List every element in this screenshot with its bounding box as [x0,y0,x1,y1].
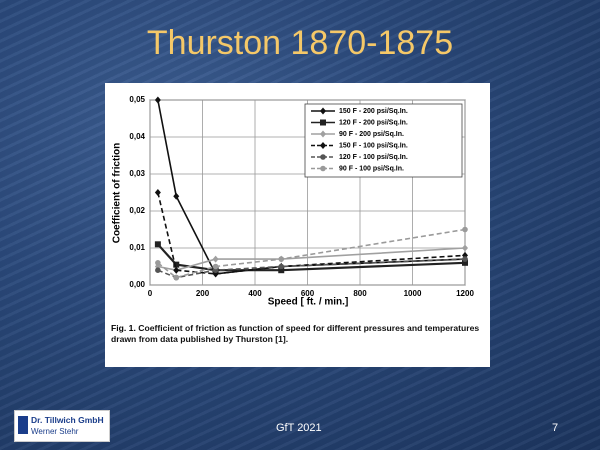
caption-text: Coefficient of friction as function of s… [111,323,480,344]
x-tick-label: 200 [196,289,210,298]
legend-label: 90 F - 100 psi/Sq.In. [339,165,404,172]
legend-marker [320,130,326,138]
legend-label: 150 F - 100 psi/Sq.In. [339,142,408,149]
logo-company: Dr. Tillwich GmbH [31,415,104,425]
data-point [154,189,161,196]
logo-icon [18,416,28,434]
legend-marker [320,142,326,149]
legend-marker [320,107,326,115]
legend-label: 120 F - 200 psi/Sq.In. [339,119,408,126]
y-tick-label: 0,05 [129,95,145,104]
data-point [155,260,161,266]
figure: Coefficient of friction Speed [ ft. / mi… [105,83,490,367]
data-point [173,192,180,200]
logo-person: Werner Stehr [31,427,79,436]
data-point [278,263,285,270]
legend-box [304,103,463,178]
x-tick-label: 1200 [456,289,474,298]
footer: GfT 2021 [276,422,322,434]
data-point [173,261,180,268]
x-tick-label: 600 [301,289,315,298]
caption-label: Fig. 1. [111,323,136,333]
legend-marker [320,154,326,160]
chart: Coefficient of friction Speed [ ft. / mi… [112,95,475,308]
data-point [462,226,468,233]
data-point [155,267,161,273]
legend-label: 90 F - 200 psi/Sq.In. [339,131,404,138]
x-tick-label: 0 [148,289,153,298]
data-point [154,96,161,104]
x-tick-label: 400 [248,289,262,298]
caption: Fig. 1. Coefficient of friction as funct… [111,323,483,345]
data-point [173,266,180,274]
y-tick-label: 0,00 [129,280,145,289]
y-tick-label: 0,01 [129,243,145,252]
legend-label: 150 F - 200 psi/Sq.In. [339,108,408,115]
data-point [462,244,468,252]
legend-marker [320,165,326,172]
x-axis-label: Speed [ ft. / min.] [268,297,349,308]
data-point [173,274,180,281]
slide-title: Thurston 1870-1875 [146,24,454,62]
legend-label: 120 F - 100 psi/Sq.In. [339,154,408,161]
data-point [462,259,468,266]
y-axis-label: Coefficient of friction [112,143,123,244]
data-point [154,241,161,248]
logo: Dr. Tillwich GmbH Werner Stehr [14,410,110,442]
data-point [212,255,219,263]
y-tick-label: 0,04 [129,132,145,141]
page-number: 7 [552,422,559,434]
x-tick-label: 1000 [404,289,422,298]
data-point [462,256,468,262]
y-tick-label: 0,03 [129,169,145,178]
legend-marker [320,119,326,126]
data-point [278,267,285,274]
data-point [212,263,219,270]
x-tick-label: 800 [353,289,367,298]
y-tick-label: 0,02 [129,206,145,215]
data-point [278,256,285,262]
